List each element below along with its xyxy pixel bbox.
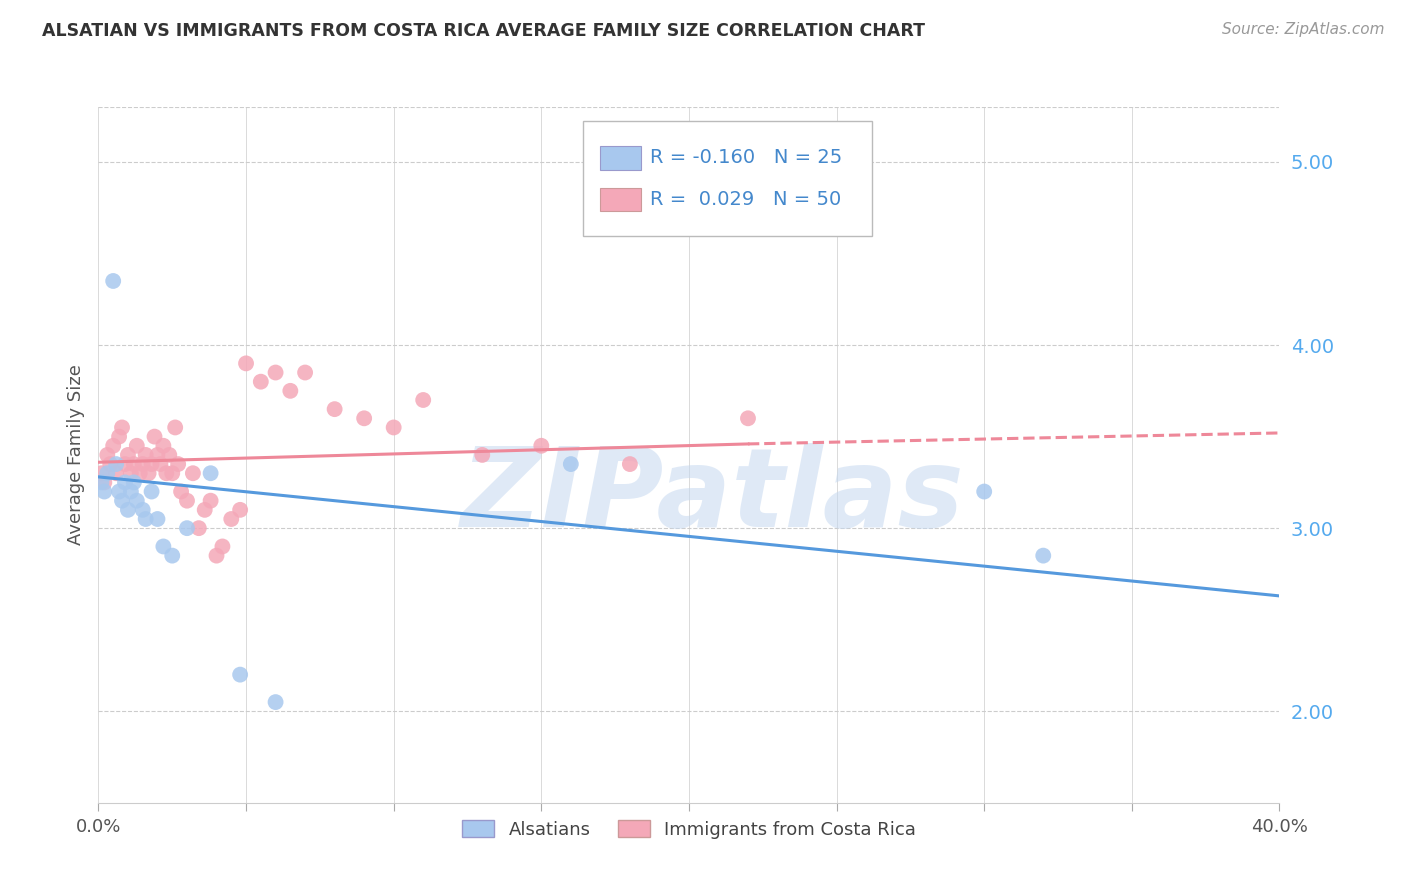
Point <box>323 402 346 417</box>
Point <box>122 475 145 490</box>
Point <box>146 448 169 462</box>
Point <box>132 503 155 517</box>
Point <box>737 411 759 425</box>
Point <box>105 467 128 481</box>
Point <box>619 457 641 471</box>
Point <box>294 366 316 380</box>
Point <box>120 467 142 481</box>
Point <box>125 493 148 508</box>
Point <box>135 448 157 462</box>
Point <box>200 467 222 481</box>
Point <box>560 457 582 471</box>
Point <box>146 512 169 526</box>
Text: ALSATIAN VS IMMIGRANTS FROM COSTA RICA AVERAGE FAMILY SIZE CORRELATION CHART: ALSATIAN VS IMMIGRANTS FROM COSTA RICA A… <box>42 22 925 40</box>
Point <box>108 429 131 443</box>
Y-axis label: Average Family Size: Average Family Size <box>66 365 84 545</box>
FancyBboxPatch shape <box>600 187 641 211</box>
Point <box>93 475 115 490</box>
Point <box>141 484 163 499</box>
Point <box>412 392 434 407</box>
Text: R = -0.160   N = 25: R = -0.160 N = 25 <box>650 148 842 168</box>
Point <box>114 475 136 490</box>
Point <box>187 521 209 535</box>
Legend: Alsatians, Immigrants from Costa Rica: Alsatians, Immigrants from Costa Rica <box>454 813 924 846</box>
Text: Source: ZipAtlas.com: Source: ZipAtlas.com <box>1222 22 1385 37</box>
Point <box>114 457 136 471</box>
Point <box>170 484 193 499</box>
Point <box>105 457 128 471</box>
Point <box>162 467 183 481</box>
Point <box>1032 549 1054 563</box>
Point <box>152 540 174 554</box>
Point <box>176 493 198 508</box>
Point <box>165 420 187 434</box>
Point <box>530 439 553 453</box>
Point <box>264 366 287 380</box>
Point <box>353 411 375 425</box>
Point <box>96 448 118 462</box>
Point <box>280 384 302 398</box>
Point <box>200 493 222 508</box>
FancyBboxPatch shape <box>582 121 872 235</box>
Point <box>194 503 217 517</box>
Point <box>93 484 115 499</box>
Point <box>122 457 145 471</box>
Point <box>205 549 228 563</box>
Point <box>152 439 174 453</box>
Text: ZIPatlas: ZIPatlas <box>461 443 965 550</box>
Point <box>138 467 160 481</box>
Point <box>221 512 243 526</box>
Text: R =  0.029   N = 50: R = 0.029 N = 50 <box>650 190 841 209</box>
Point <box>235 356 257 370</box>
Point <box>149 457 172 471</box>
FancyBboxPatch shape <box>600 146 641 169</box>
Point <box>181 467 204 481</box>
Point <box>98 457 121 471</box>
Point <box>120 484 142 499</box>
Point <box>128 467 150 481</box>
Point <box>176 521 198 535</box>
Point <box>125 439 148 453</box>
Point <box>135 512 157 526</box>
Point <box>108 484 131 499</box>
Point <box>162 549 183 563</box>
Point <box>167 457 190 471</box>
Point <box>250 375 273 389</box>
Point <box>211 540 233 554</box>
Point <box>471 448 494 462</box>
Point <box>90 467 112 481</box>
Point <box>264 695 287 709</box>
Point <box>90 475 112 490</box>
Point <box>155 467 177 481</box>
Point <box>103 274 125 288</box>
Point <box>117 448 139 462</box>
Point <box>229 503 252 517</box>
Point <box>111 493 134 508</box>
Point <box>143 429 166 443</box>
Point <box>157 448 180 462</box>
Point <box>111 420 134 434</box>
Point <box>973 484 995 499</box>
Point <box>96 467 118 481</box>
Point <box>117 503 139 517</box>
Point <box>132 457 155 471</box>
Point <box>229 667 252 681</box>
Point <box>141 457 163 471</box>
Point <box>103 439 125 453</box>
Point <box>382 420 405 434</box>
